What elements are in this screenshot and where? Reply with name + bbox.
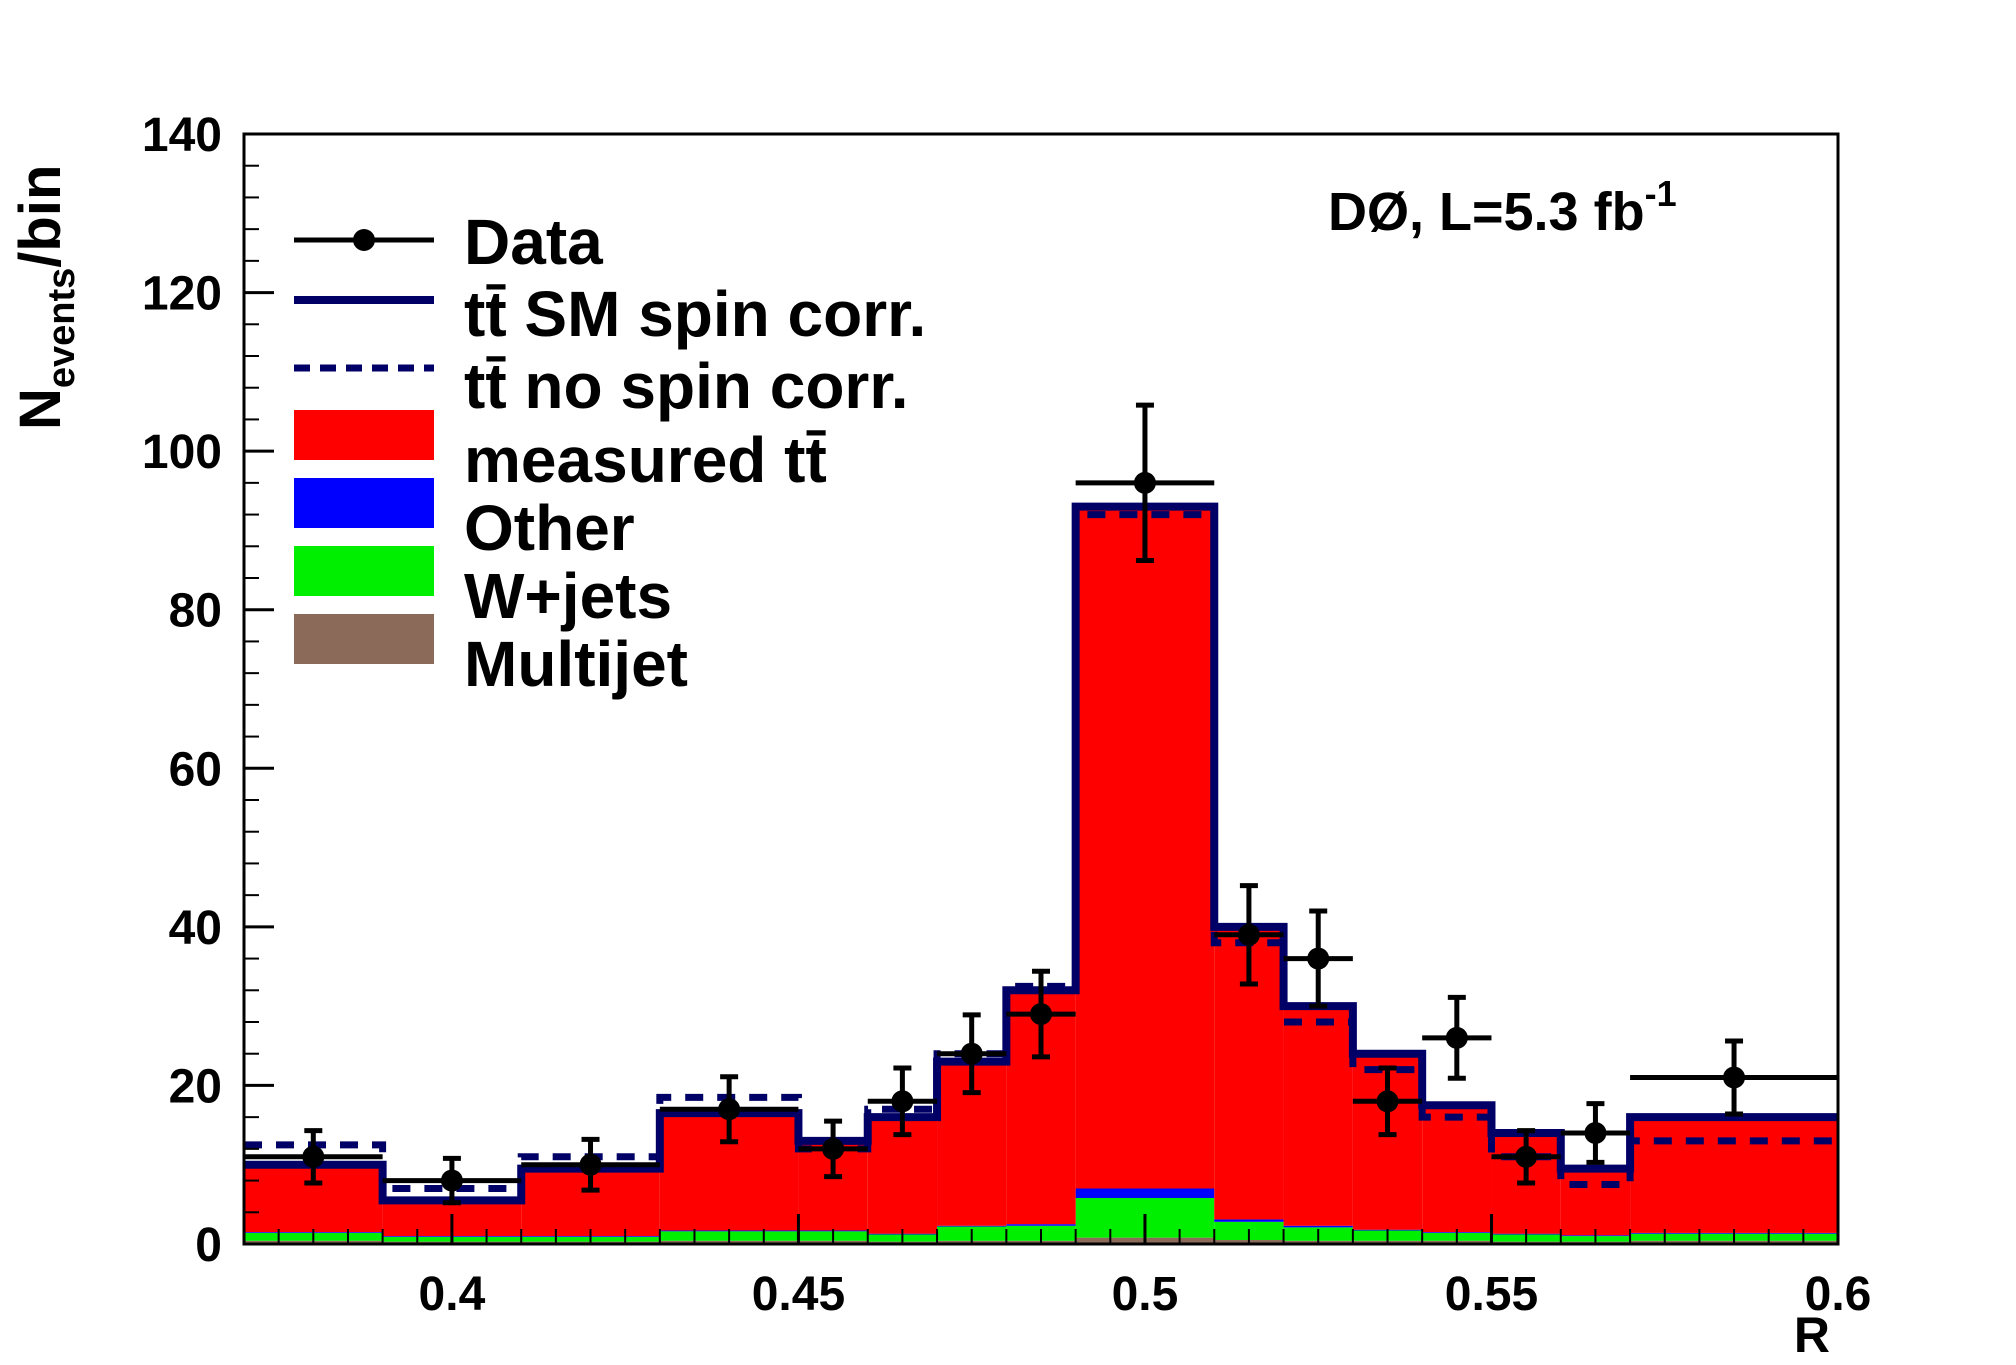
data-point-13 [1491, 1128, 1561, 1186]
data-marker [1515, 1145, 1538, 1168]
data-marker [960, 1042, 983, 1065]
legend-item-0: Data [294, 206, 603, 278]
data-marker [440, 1169, 463, 1192]
data-points [244, 402, 1838, 1206]
y-tick-label: 60 [169, 743, 222, 796]
bar-measured-tt-bin-8 [1075, 506, 1215, 1189]
legend-label: tt̄ SM spin corr. [464, 278, 926, 350]
data-point-6 [937, 1012, 1007, 1096]
data-marker [1376, 1090, 1399, 1113]
x-tick-label: 0.55 [1445, 1268, 1538, 1321]
legend-color-swatch [294, 546, 434, 596]
legend-label: Other [464, 492, 635, 564]
axes: 0 20 40 60 80 100 120 140 0.4 0.45 0.5 0.55 0.6 [142, 109, 1871, 1321]
data-point-9 [1214, 883, 1284, 987]
x-tick-label: 0.4 [419, 1268, 486, 1321]
bar-other-bin-6 [937, 1225, 1007, 1227]
x-tick-label: 0.5 [1112, 1268, 1179, 1321]
legend-label: measured tt̄ [464, 424, 827, 496]
data-point-7 [1006, 968, 1076, 1060]
annotation-main: DØ, L=5.3 fb [1328, 182, 1645, 242]
y-tick-label: 120 [142, 268, 222, 321]
experiment-annotation: DØ, L=5.3 fb-1 [1328, 173, 1677, 242]
data-marker [1584, 1122, 1607, 1144]
annotation-sup: -1 [1645, 173, 1677, 214]
prediction-lines [244, 502, 1838, 1205]
data-point-14 [1560, 1101, 1631, 1165]
data-point-5 [867, 1065, 938, 1138]
y-tick-label: 0 [195, 1219, 222, 1272]
data-point-0 [244, 1128, 383, 1186]
data-point-10 [1283, 908, 1353, 1009]
bar-measured-tt-bin-10 [1283, 1003, 1353, 1226]
legend-item-6: Multijet [294, 614, 688, 700]
data-marker [302, 1145, 325, 1168]
legend-item-4: Other [294, 478, 635, 564]
legend-color-swatch [294, 410, 434, 460]
legend-item-3: measured tt̄ [294, 410, 827, 496]
data-point-3 [659, 1074, 799, 1145]
data-marker [1723, 1066, 1746, 1089]
y-tick-label: 20 [169, 1060, 222, 1113]
y-axis-title: Nevents/bin [8, 165, 83, 430]
bar-measured-tt-bin-12 [1422, 1105, 1492, 1233]
data-marker [1445, 1026, 1468, 1049]
data-point-8 [1075, 402, 1215, 564]
data-marker [822, 1137, 845, 1160]
bar-measured-tt-bin-14 [1560, 1167, 1631, 1236]
y-axis-title-sub: events [41, 268, 83, 388]
bar-other-bin-10 [1283, 1225, 1353, 1228]
data-marker [891, 1090, 914, 1113]
y-tick-label: 140 [142, 109, 222, 162]
x-tick-label: 0.45 [752, 1268, 845, 1321]
bar-other-bin-9 [1214, 1219, 1284, 1222]
data-point-2 [521, 1136, 660, 1193]
y-axis-title-suffix: /bin [8, 165, 73, 268]
data-marker [1133, 471, 1156, 494]
bar-other-bin-7 [1006, 1224, 1076, 1226]
legend-item-5: W+jets [294, 546, 672, 632]
y-axis-title-main: N [8, 388, 73, 430]
bar-measured-tt-bin-15 [1630, 1117, 1838, 1233]
data-point-1 [382, 1155, 522, 1206]
legend-color-swatch [294, 478, 434, 528]
x-axis-title: R [1794, 1307, 1830, 1363]
legend-item-2: tt̄ no spin corr. [294, 350, 908, 422]
data-marker [1237, 923, 1260, 946]
data-marker [1307, 947, 1330, 970]
data-marker [1030, 1003, 1052, 1026]
legend-color-swatch [294, 614, 434, 664]
data-point-15 [1630, 1038, 1838, 1117]
x-tick-label: 0.6 [1805, 1268, 1872, 1321]
series-line-no-spin-corr [244, 511, 1838, 1192]
legend-item-1: tt̄ SM spin corr. [294, 278, 926, 350]
legend-label: Data [464, 206, 603, 278]
data-point-4 [798, 1118, 868, 1180]
data-marker [718, 1098, 741, 1121]
legend-label: Multijet [464, 628, 688, 700]
legend-label: W+jets [464, 560, 672, 632]
data-marker [579, 1153, 602, 1176]
data-point-11 [1352, 1065, 1423, 1138]
y-tick-label: 100 [142, 426, 222, 479]
legend-label: tt̄ no spin corr. [464, 350, 908, 422]
bar-other-bin-8 [1075, 1188, 1215, 1199]
data-point-12 [1422, 994, 1492, 1081]
y-tick-label: 80 [169, 585, 222, 638]
legend-marker-dot [353, 229, 375, 251]
y-tick-label: 40 [169, 902, 222, 955]
